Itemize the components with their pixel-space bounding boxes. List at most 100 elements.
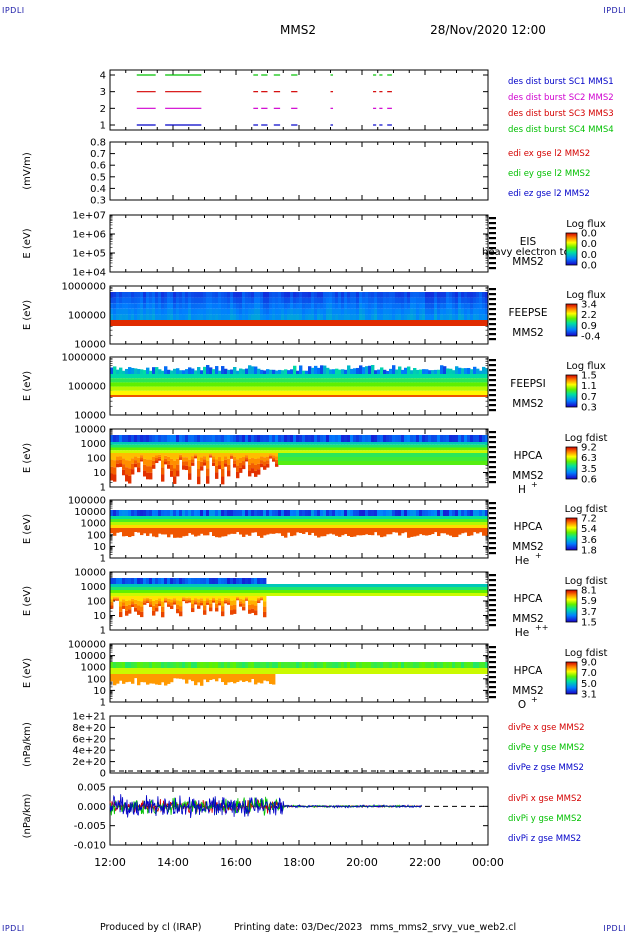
hpca_he1-spectrogram-cell [284, 522, 288, 525]
hpca_he2-spectrogram-cell [176, 596, 180, 601]
feepsi-spectrogram-cell [341, 369, 345, 374]
hpca_h-spectrogram-cell [461, 453, 465, 457]
hpca_he2-spectrogram-cell [200, 578, 204, 584]
feepsi-spectrogram-cell [320, 374, 324, 379]
hpca_he1-spectrogram-cell [443, 525, 447, 528]
feepsi-spectrogram-cell [380, 390, 384, 395]
hpca_h-spectrogram-cell [287, 444, 291, 448]
feepse-spectrogram-cell [137, 303, 141, 309]
hpca_h-spectrogram-cell [185, 465, 189, 471]
hpca_he2-spectrogram-cell [227, 600, 231, 603]
hpca_he1-spectrogram-cell [233, 510, 237, 516]
hpca_he1-spectrogram-cell [467, 510, 471, 516]
hpca_he1-spectrogram-cell [320, 519, 324, 522]
feepse-spectrogram-cell [215, 297, 219, 304]
hpca_h-spectrogram-cell [305, 461, 309, 465]
hpca_h-spectrogram-cell [254, 453, 258, 459]
feepse-spectrogram-cell [281, 314, 285, 320]
hpca_he2-spectrogram-cell [155, 593, 159, 596]
hpca_he1-spectrogram-cell [134, 525, 138, 528]
feepse-spectrogram-cell [287, 320, 291, 326]
hpca_he1-spectrogram-cell [452, 528, 456, 538]
hpca_he2-spectrogram-cell [212, 597, 216, 600]
feepse-spectrogram-cell [332, 303, 336, 309]
hpca_he2-spectrogram-cell [152, 587, 156, 590]
feepse-spectrogram-cell [158, 297, 162, 304]
feepse-spectrogram-cell [473, 297, 477, 304]
feepsi-spectrogram-cell [134, 368, 138, 374]
hpca_he1-spectrogram-cell [371, 522, 375, 525]
feepse-spectrogram-cell [275, 308, 279, 315]
feepse-spectrogram-cell [470, 297, 474, 304]
hpca_he1-spectrogram-cell [395, 528, 399, 533]
hpca_h-spectrogram-cell [242, 435, 246, 442]
feepse-spectrogram-cell [431, 320, 435, 326]
feepse-spectrogram-cell [125, 297, 129, 304]
hpca_he1-spectrogram-cell [347, 516, 351, 519]
feepsi-spectrogram-cell [350, 382, 354, 387]
hpca_h-spectrogram-cell [377, 444, 381, 448]
hpca_h-spectrogram-cell [377, 447, 381, 451]
hpca_h-spectrogram-cell [470, 435, 474, 442]
hpca_h-y-tick-label: 10 [93, 468, 106, 479]
feepsi-spectrogram-cell [287, 382, 291, 387]
hpca_h-spectrogram-cell [194, 435, 198, 442]
hpca_h-spectrogram-cell [230, 435, 234, 442]
feepse-spectrogram-cell [479, 303, 483, 309]
feepsi-spectrogram-cell [197, 382, 201, 387]
hpca_he1-spectrogram-cell [353, 519, 357, 522]
feepsi-spectrogram-cell [113, 374, 117, 379]
hpca_h-spectrogram-cell [152, 444, 156, 448]
feepsi-spectrogram-cell [164, 395, 168, 397]
hpca_he2-spectrogram-cell [134, 587, 138, 590]
hpca_he1-spectrogram-cell [446, 528, 450, 535]
feepsi-spectrogram-cell [323, 390, 327, 395]
feepsi-spectrogram-cell [203, 395, 207, 397]
feepse-spectrogram-cell [425, 320, 429, 326]
hpca_h-spectrogram-cell [368, 450, 372, 453]
hpca_h-spectrogram-cell [383, 447, 387, 451]
hpca_he1-spectrogram-cell [113, 516, 117, 519]
hpca_h-spectrogram-cell [125, 435, 129, 442]
feepse-spectrogram-cell [365, 303, 369, 309]
feepsi-spectrogram-cell [149, 378, 153, 383]
feepse-spectrogram-cell [161, 320, 165, 326]
hpca_h-spectrogram-cell [170, 447, 174, 451]
hpca_h-spectrogram-cell [197, 453, 201, 461]
feepse-spectrogram-cell [326, 320, 330, 326]
feepsi-spectrogram-cell [113, 390, 117, 395]
hpca_he1-spectrogram-cell [275, 525, 279, 528]
feepse-spectrogram-cell [476, 303, 480, 309]
feepse-spectrogram-cell [209, 297, 213, 304]
feepsi-spectrogram-cell [326, 395, 330, 397]
feepsi-spectrogram-cell [251, 378, 255, 383]
hpca_he1-spectrogram-cell [176, 525, 180, 528]
hpca_h-spectrogram-cell [470, 450, 474, 453]
feepsi-spectrogram-cell [116, 378, 120, 383]
hpca_h-spectrogram-cell [440, 461, 444, 465]
hpca_he2-spectrogram-cell [230, 587, 234, 590]
feepse-spectrogram-cell [353, 292, 357, 298]
hpca_he1-spectrogram-cell [278, 516, 282, 519]
hpca_he1-spectrogram-cell [458, 528, 462, 535]
hpca_he1-spectrogram-cell [251, 525, 255, 528]
hpca_he1-spectrogram-cell [365, 528, 369, 535]
hpca_he2-spectrogram-cell [209, 596, 213, 600]
hpca_h-spectrogram-cell [248, 450, 252, 453]
hpca_h-spectrogram-cell [245, 459, 249, 462]
hpca_h-spectrogram-cell [179, 444, 183, 448]
feepsi-spectrogram-cell [395, 382, 399, 387]
hpca_h-spectrogram-cell [353, 457, 357, 461]
hpca_h-spectrogram-cell [209, 454, 213, 456]
feepse-spectrogram-cell [275, 320, 279, 326]
hpca_h-spectrogram-cell [164, 453, 168, 456]
feepse-spectrogram-cell [332, 297, 336, 304]
feepse-spectrogram-cell [293, 320, 297, 326]
hpca_he1-spectrogram-cell [401, 510, 405, 516]
feepsi-spectrogram-cell [311, 367, 315, 374]
feepsi-spectrogram-cell [482, 386, 486, 391]
feepse-spectrogram-cell [257, 320, 261, 326]
hpca_he1-spectrogram-cell [119, 525, 123, 528]
hpca_he1-spectrogram-cell [188, 522, 192, 525]
hpca_he1-spectrogram-cell [350, 516, 354, 519]
